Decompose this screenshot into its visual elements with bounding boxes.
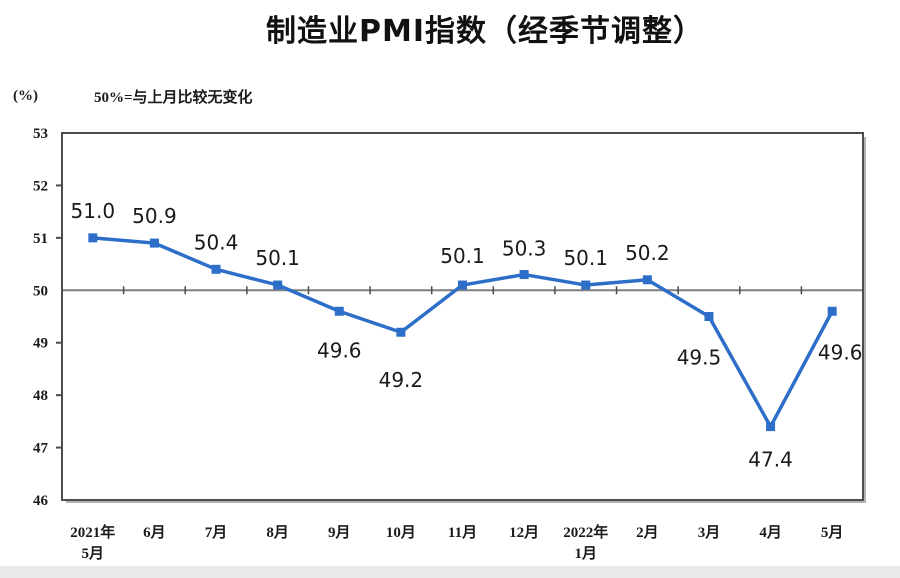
data-point-marker	[581, 280, 591, 290]
data-point-marker	[458, 280, 467, 290]
x-axis-label: 4月	[759, 524, 782, 541]
plot-border-shadow	[66, 137, 866, 503]
data-point-marker	[827, 306, 837, 316]
data-point-marker	[766, 422, 776, 432]
plot-border	[61, 132, 864, 501]
data-point-label: 49.6	[317, 338, 362, 362]
data-point-label: 49.2	[379, 368, 424, 392]
data-point-label: 49.5	[677, 346, 722, 370]
x-axis-label: 5月	[82, 545, 105, 562]
chart-title: 制造业PMI指数（经季节调整）	[265, 14, 704, 49]
y-axis-label: 48	[33, 388, 48, 404]
data-point-label: 50.9	[132, 204, 177, 228]
x-axis-label: 7月	[205, 524, 228, 541]
x-axis-label: 1月	[574, 545, 597, 562]
data-point-marker	[396, 327, 406, 337]
x-axis-label: 2月	[636, 524, 659, 541]
data-point-marker	[149, 238, 159, 248]
x-axis-label: 10月	[386, 524, 416, 541]
data-point-label: 50.4	[194, 230, 239, 254]
y-axis-label: 51	[33, 231, 48, 247]
data-point-label: 47.4	[748, 448, 793, 472]
y-axis-label: 52	[33, 178, 48, 194]
y-axis-label: 49	[33, 336, 48, 352]
y-axis-label: 46	[33, 493, 49, 509]
data-point-label: 50.3	[502, 237, 547, 261]
data-point-marker	[704, 312, 714, 321]
x-axis-label: 2022年	[563, 523, 608, 541]
data-point-label: 50.2	[625, 241, 670, 265]
data-point-marker	[211, 264, 221, 274]
reference-note: 50%=与上月比较无变化	[94, 90, 253, 106]
data-point-label: 51.0	[71, 199, 116, 223]
x-axis-label: 12月	[509, 524, 539, 541]
data-point-marker	[642, 275, 652, 285]
y-axis-label: 50	[33, 283, 48, 299]
data-point-label: 50.1	[255, 246, 300, 270]
x-axis-label: 9月	[328, 524, 351, 541]
y-axis-label: 53	[33, 126, 48, 142]
x-axis-label: 5月	[821, 524, 844, 541]
data-point-label: 50.1	[563, 246, 608, 270]
data-point-marker	[334, 306, 344, 316]
data-point-marker	[273, 280, 283, 290]
bottom-strip	[0, 566, 900, 578]
x-axis-label: 8月	[266, 524, 289, 541]
data-point-label: 49.6	[818, 340, 863, 364]
data-point-marker	[519, 270, 529, 280]
data-point-marker	[88, 233, 98, 243]
y-axis-unit-label: (%)	[13, 88, 38, 104]
data-point-label: 50.1	[440, 244, 485, 268]
x-axis-label: 2021年	[70, 523, 115, 541]
x-axis-label: 11月	[448, 524, 477, 541]
y-axis-label: 47	[33, 441, 49, 457]
x-axis-label: 3月	[698, 524, 721, 541]
x-axis-label: 6月	[143, 524, 166, 541]
